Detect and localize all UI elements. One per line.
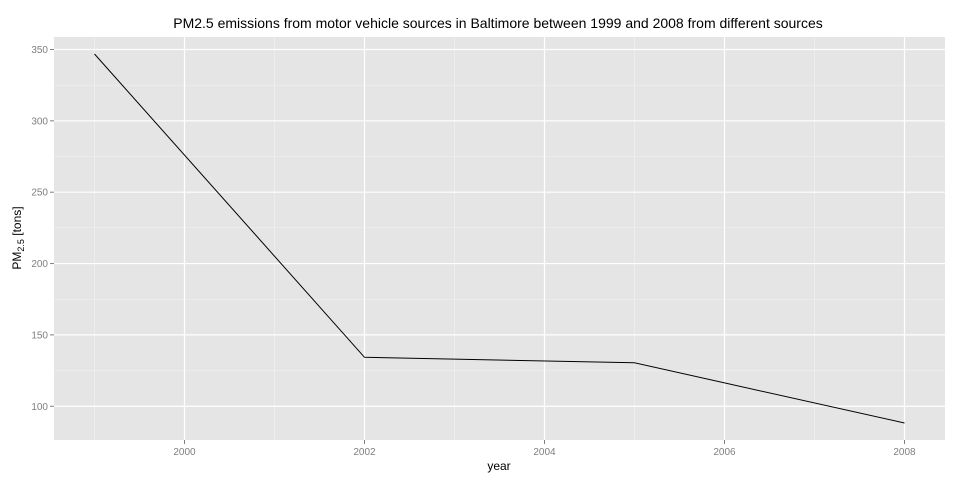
y-tick-label: 150 [31,330,48,341]
y-axis-title: PM2.5 [tons] [10,206,26,269]
y-tick-label: 100 [31,402,48,413]
series-line [94,53,905,424]
x-axis-ticks: 2000 2002 2004 2006 2008 [173,440,916,458]
y-tick-label: 350 [31,45,48,56]
x-axis-title: year [487,459,510,473]
y-tick-label: 200 [31,259,48,270]
y-axis-title-subscript: 2.5 [16,239,26,252]
chart-title: PM2.5 emissions from motor vehicle sourc… [173,15,823,31]
y-tick-label: 250 [31,188,48,199]
y-axis-title-unit: [tons] [10,206,24,239]
grid-minor [54,37,945,440]
grid-major [54,37,945,440]
y-tick-label: 300 [31,116,48,127]
y-axis-title-main: PM [10,252,24,270]
x-tick-label: 2002 [353,447,376,458]
x-tick-label: 2008 [893,447,916,458]
x-tick-label: 2006 [713,447,736,458]
x-tick-label: 2004 [533,447,556,458]
plot-panel [54,37,945,440]
x-tick-label: 2000 [173,447,196,458]
y-axis-ticks: 100 150 200 250 300 350 [31,45,54,413]
